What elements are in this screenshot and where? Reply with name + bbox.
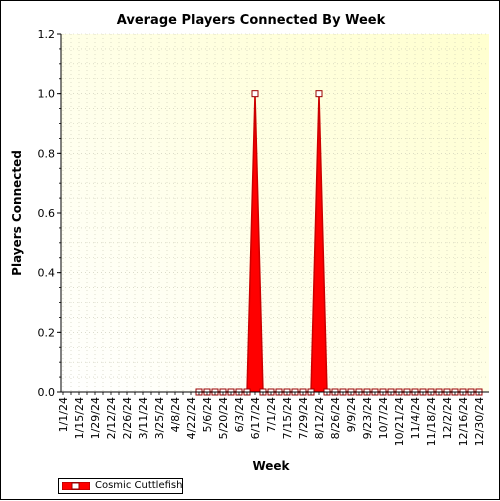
- x-tick-label: 6/3/24: [233, 397, 246, 432]
- x-tick-label: 10/7/24: [377, 397, 390, 439]
- y-tick-label: 0.0: [38, 386, 56, 399]
- y-tick-label: 1.0: [38, 88, 56, 101]
- x-tick-label: 6/17/24: [249, 397, 262, 439]
- x-tick-label: 11/4/24: [409, 397, 422, 439]
- x-tick-label: 12/30/24: [473, 397, 486, 446]
- data-point: [315, 90, 323, 98]
- x-tick-label: 3/25/24: [153, 397, 166, 439]
- x-tick-label: 4/8/24: [169, 397, 182, 432]
- y-tick-label: 0.6: [38, 207, 56, 220]
- x-tick-label: 7/15/24: [281, 397, 294, 439]
- axes: 0.0 0.2 0.4 0.6 0.8 1.0 1.2 1/1/24 1/15/24 1/29/2…: [38, 28, 489, 446]
- x-tick-label: 1/1/24: [57, 397, 70, 432]
- y-tick-label: 0.2: [38, 326, 56, 339]
- legend: Cosmic Cuttlefish: [58, 478, 183, 494]
- x-tick-label: 7/29/24: [297, 397, 310, 439]
- x-tick-label: 8/12/24: [313, 397, 326, 439]
- y-tick-label: 0.8: [38, 147, 56, 160]
- x-axis-title: Week: [252, 459, 290, 473]
- x-tick-label: 12/16/24: [457, 397, 470, 446]
- series-area: [199, 93, 479, 393]
- y-tick-label: 1.2: [38, 28, 56, 41]
- x-tick-label: 2/12/24: [105, 397, 118, 439]
- data-point: [251, 90, 259, 98]
- legend-label: Cosmic Cuttlefish: [95, 480, 183, 491]
- y-axis-title: Players Connected: [10, 150, 24, 276]
- x-tick-label: 11/18/24: [425, 397, 438, 446]
- legend-swatch-icon: [62, 482, 90, 490]
- x-tick-label: 10/21/24: [393, 397, 406, 446]
- x-tick-label: 5/20/24: [217, 397, 230, 439]
- x-tick-label: 4/22/24: [185, 397, 198, 439]
- x-tick-label: 9/9/24: [345, 397, 358, 432]
- x-tick-label: 12/2/24: [441, 397, 454, 439]
- x-tick-label: 1/29/24: [89, 397, 102, 439]
- x-tick-label: 2/26/24: [121, 397, 134, 439]
- x-tick-label: 5/6/24: [201, 397, 214, 432]
- chart-title: Average Players Connected By Week: [117, 13, 386, 28]
- x-tick-label: 3/11/24: [137, 397, 150, 439]
- x-tick-label: 7/1/24: [265, 397, 278, 432]
- y-tick-label: 0.4: [38, 267, 56, 280]
- x-tick-label: 9/23/24: [361, 397, 374, 439]
- x-tick-label: 1/15/24: [73, 397, 86, 439]
- x-tick-label: 8/26/24: [329, 397, 342, 439]
